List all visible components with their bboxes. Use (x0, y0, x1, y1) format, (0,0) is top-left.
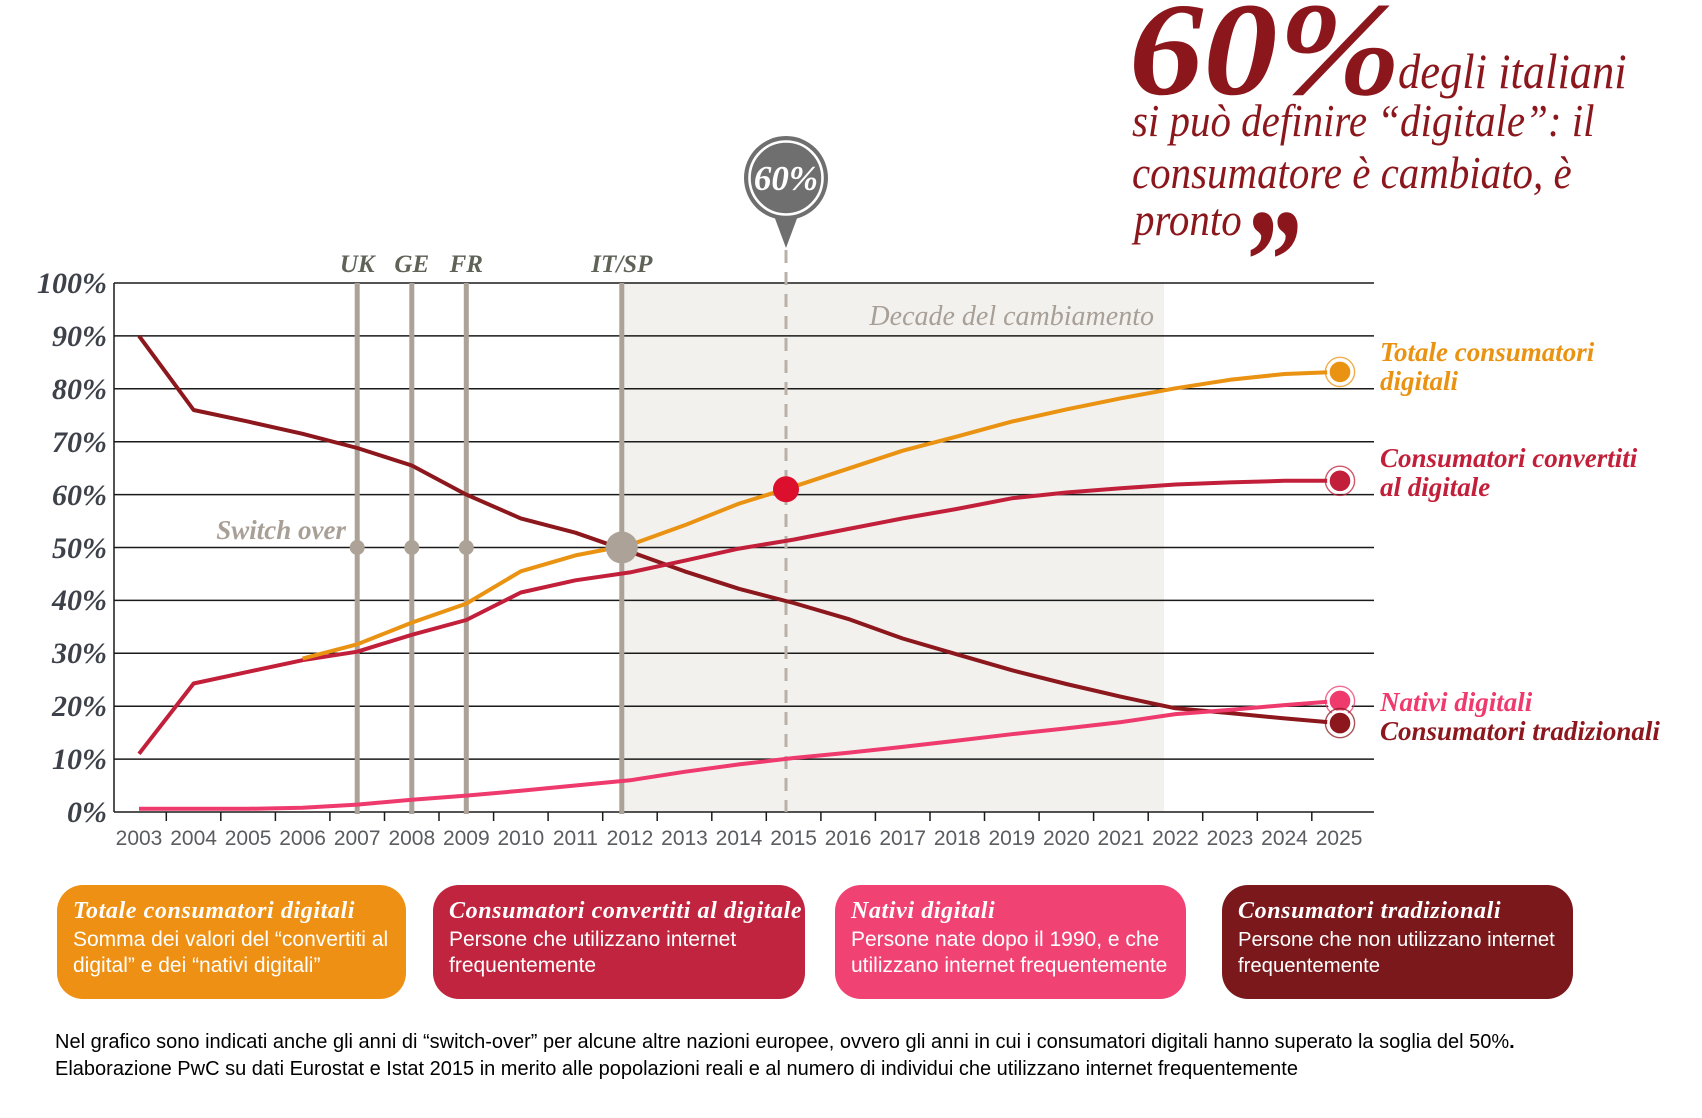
svg-text:50%: 50% (52, 532, 107, 565)
svg-text:GE: GE (394, 251, 429, 278)
svg-text:60%: 60% (52, 479, 107, 512)
svg-text:2021: 2021 (1098, 827, 1145, 850)
svg-text:FR: FR (449, 251, 483, 278)
svg-text:2020: 2020 (1043, 827, 1090, 850)
svg-text:70%: 70% (52, 426, 107, 459)
svg-text:2007: 2007 (334, 827, 381, 850)
svg-text:90%: 90% (52, 320, 107, 353)
svg-text:2011: 2011 (553, 827, 598, 850)
svg-text:UK: UK (340, 251, 377, 278)
svg-text:0%: 0% (67, 796, 107, 829)
svg-text:IT/SP: IT/SP (590, 251, 653, 278)
svg-text:2014: 2014 (716, 827, 763, 850)
svg-text:2004: 2004 (170, 827, 217, 850)
svg-text:80%: 80% (52, 373, 107, 406)
svg-text:Switch over: Switch over (216, 515, 346, 545)
svg-text:2008: 2008 (388, 827, 435, 850)
svg-text:2019: 2019 (988, 827, 1035, 850)
svg-text:2003: 2003 (116, 827, 163, 850)
svg-text:2012: 2012 (607, 827, 654, 850)
svg-text:2010: 2010 (497, 827, 544, 850)
svg-text:2018: 2018 (934, 827, 981, 850)
svg-text:2023: 2023 (1207, 827, 1254, 850)
svg-text:40%: 40% (51, 584, 107, 617)
svg-text:2022: 2022 (1152, 827, 1199, 850)
svg-text:2016: 2016 (825, 827, 872, 850)
svg-text:2006: 2006 (279, 827, 326, 850)
svg-text:2025: 2025 (1316, 827, 1363, 850)
svg-text:2015: 2015 (770, 827, 817, 850)
svg-text:100%: 100% (37, 267, 107, 300)
svg-text:20%: 20% (51, 690, 107, 723)
svg-text:2005: 2005 (225, 827, 272, 850)
svg-text:30%: 30% (51, 637, 107, 670)
svg-text:2024: 2024 (1261, 827, 1308, 850)
svg-text:Decade del cambiamento: Decade del cambiamento (868, 301, 1154, 332)
svg-text:2013: 2013 (661, 827, 708, 850)
svg-text:2009: 2009 (443, 827, 490, 850)
svg-text:10%: 10% (52, 743, 107, 776)
svg-text:2017: 2017 (879, 827, 926, 850)
svg-text:60%: 60% (754, 159, 818, 198)
